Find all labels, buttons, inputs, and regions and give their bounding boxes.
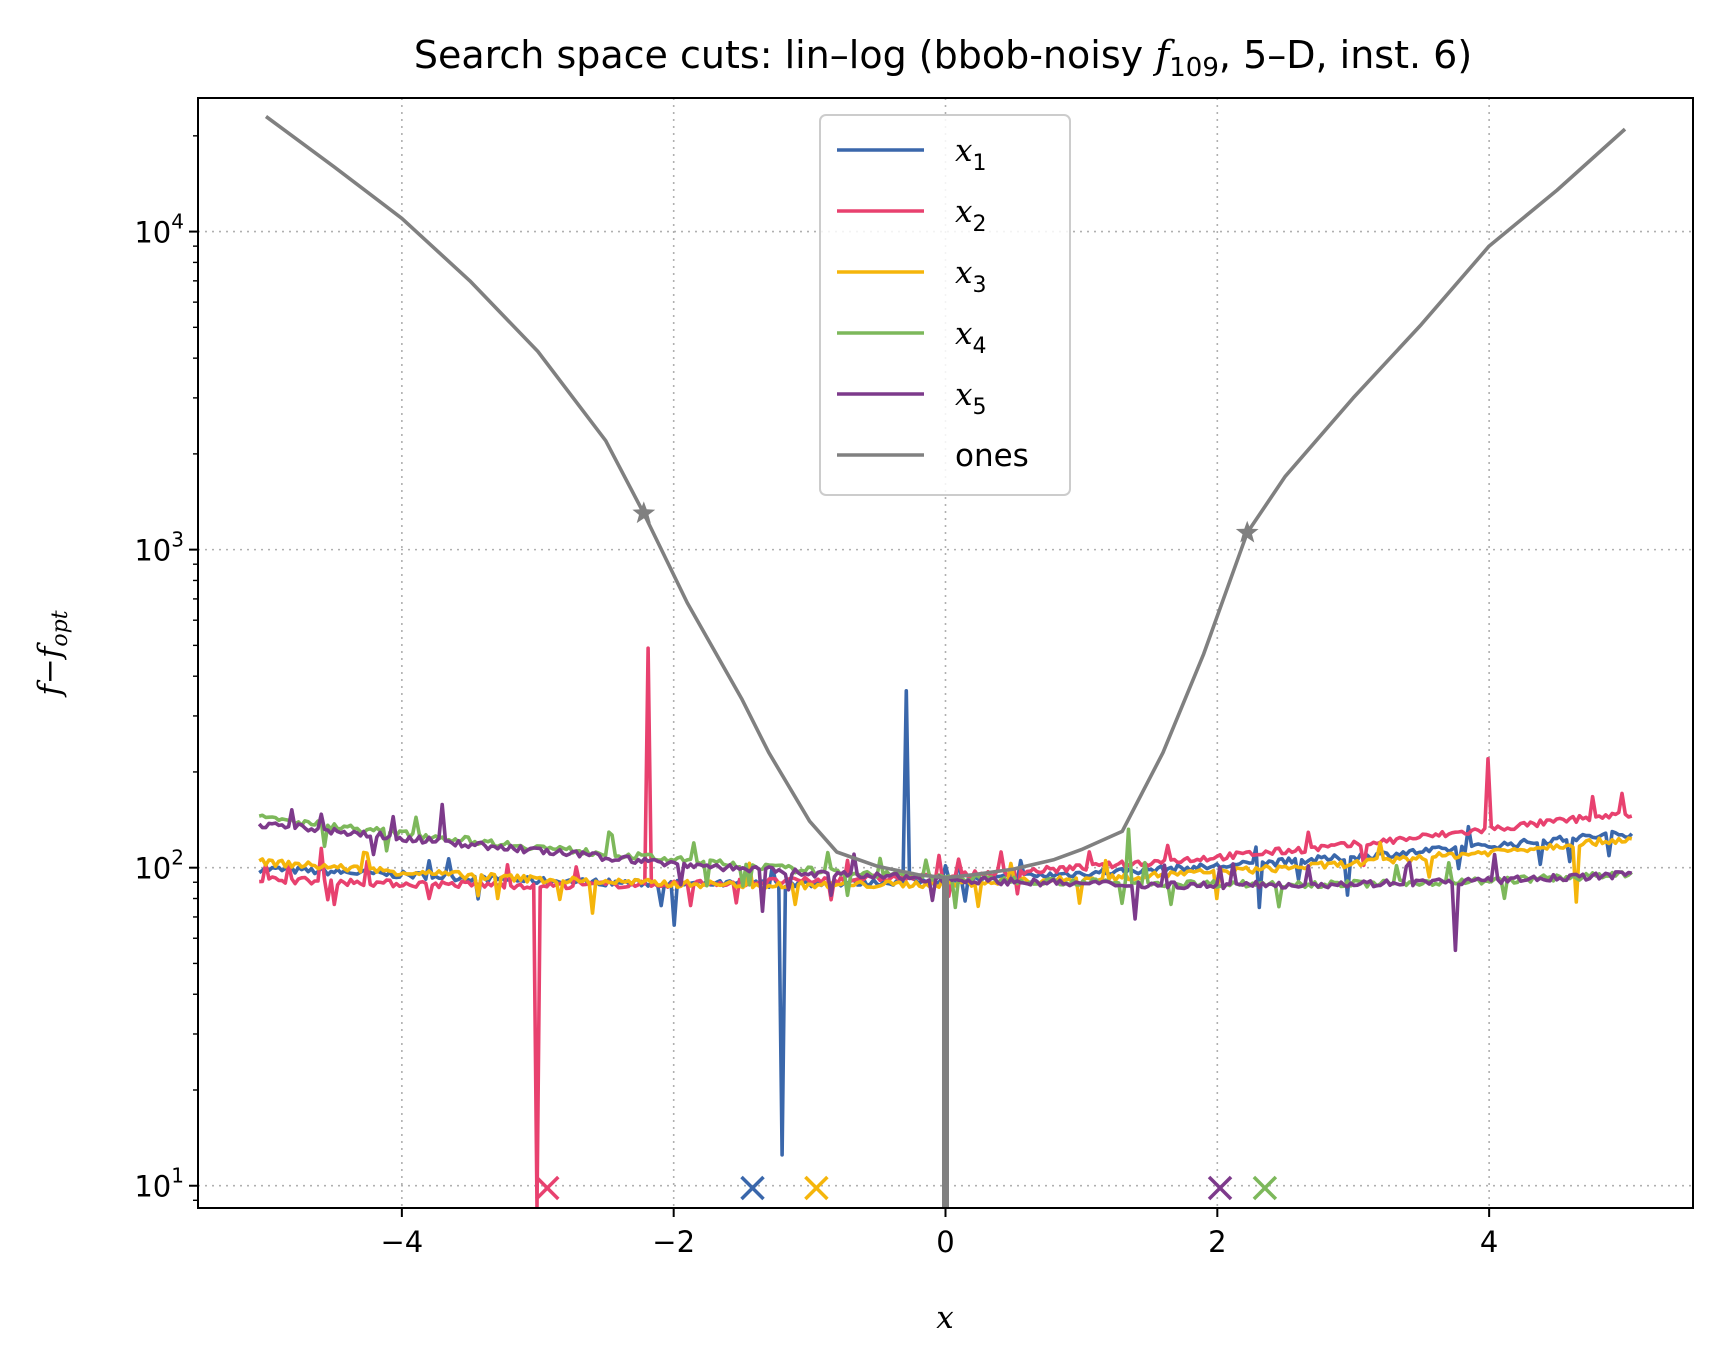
y-tick-exp: 3 bbox=[171, 528, 184, 552]
legend-label-sub: 1 bbox=[972, 151, 986, 176]
y-axis-label-minus: − bbox=[32, 658, 68, 684]
marker-layer bbox=[535, 501, 1278, 1201]
x-tick-label: 2 bbox=[1208, 1225, 1226, 1259]
series-layer bbox=[257, 115, 1634, 1208]
x-axis-ticks: −4 −2 0 2 4 bbox=[380, 1208, 1498, 1259]
optimum-marker-x5 bbox=[1207, 1175, 1233, 1201]
y-axis-label-sub: opt bbox=[48, 610, 73, 646]
legend-label-sub: 3 bbox=[972, 273, 986, 298]
x-tick-label: −4 bbox=[380, 1225, 423, 1259]
ones-star-marker bbox=[632, 501, 656, 524]
y-tick-base: 10 bbox=[134, 534, 171, 568]
legend-label-name: x bbox=[955, 255, 973, 291]
y-tick-base: 10 bbox=[134, 852, 171, 886]
legend-label: x3 bbox=[955, 255, 986, 298]
y-tick-label: 104 bbox=[134, 210, 184, 250]
legend-label-name: x bbox=[955, 377, 973, 413]
y-tick-label: 103 bbox=[134, 528, 184, 568]
optimum-marker-x4 bbox=[1252, 1175, 1278, 1201]
chart-title-suffix: , 5–D, inst. 6) bbox=[1219, 33, 1472, 77]
legend-label-name: x bbox=[955, 316, 973, 352]
chart-title-func-sub: 109 bbox=[1169, 53, 1219, 83]
legend-label: x4 bbox=[955, 316, 986, 359]
legend-label-sub: 2 bbox=[972, 212, 986, 237]
optimum-marker-x1 bbox=[740, 1175, 765, 1201]
optimum-marker-x2 bbox=[535, 1175, 560, 1201]
y-tick-exp: 1 bbox=[171, 1164, 184, 1188]
x-tick-label: 4 bbox=[1480, 1225, 1498, 1259]
chart-title: Search space cuts: lin–log (bbob-noisy f… bbox=[414, 33, 1472, 83]
y-tick-label: 102 bbox=[134, 846, 184, 886]
legend-label: x5 bbox=[955, 377, 986, 420]
series-line-ones bbox=[264, 115, 1627, 880]
y-tick-label: 101 bbox=[134, 1164, 184, 1204]
legend-label: x1 bbox=[955, 133, 986, 176]
legend-label: x2 bbox=[955, 194, 986, 237]
chart-title-prefix: Search space cuts: lin–log (bbob-noisy bbox=[414, 33, 1155, 77]
legend-label-name: x bbox=[955, 133, 973, 169]
legend-label-name: x bbox=[955, 194, 973, 230]
legend-label-sub: 5 bbox=[972, 395, 986, 420]
y-tick-base: 10 bbox=[134, 216, 171, 250]
y-tick-base: 10 bbox=[134, 1170, 171, 1204]
ones-star-marker bbox=[1235, 520, 1259, 543]
y-tick-exp: 2 bbox=[171, 846, 184, 870]
optimum-marker-x3 bbox=[804, 1175, 829, 1201]
legend-label-name: ones bbox=[955, 438, 1029, 474]
x-tick-label: 0 bbox=[936, 1225, 954, 1259]
legend-box bbox=[819, 114, 1071, 496]
legend-label-sub: 4 bbox=[972, 334, 986, 359]
legend-label: ones bbox=[955, 438, 1029, 474]
x-axis-label: x bbox=[936, 1300, 954, 1336]
x-tick-label: −2 bbox=[652, 1225, 695, 1259]
y-tick-exp: 4 bbox=[171, 210, 184, 234]
y-axis-label: f−fopt bbox=[32, 610, 73, 697]
